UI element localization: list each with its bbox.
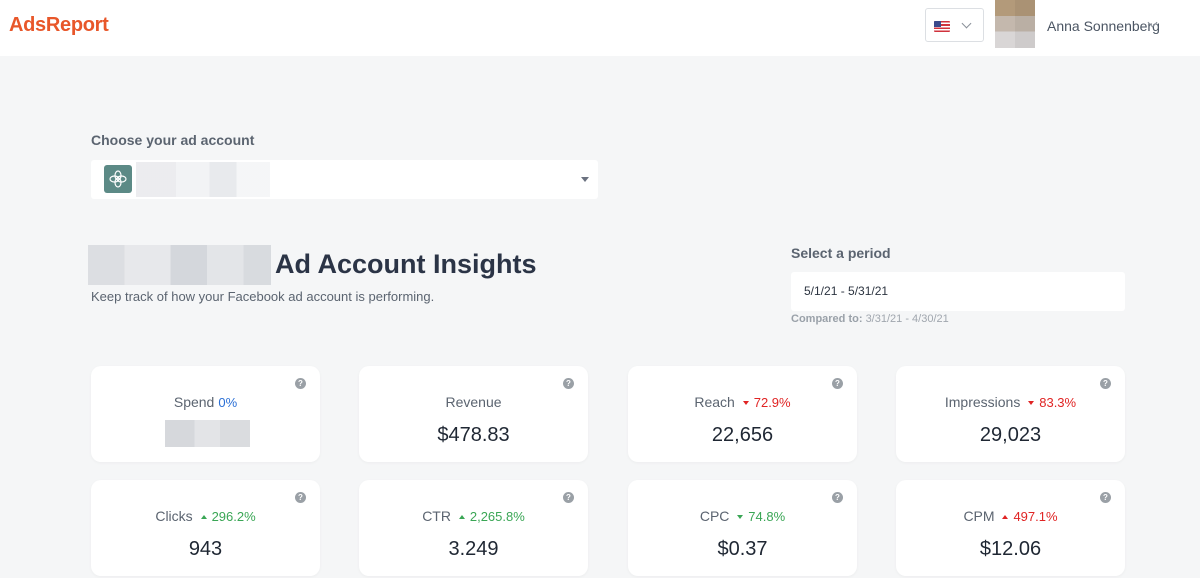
page-title: Ad Account Insights <box>275 249 537 279</box>
metric-name: Reach <box>694 394 735 410</box>
arrow-down-icon <box>742 401 749 405</box>
ad-account-select[interactable] <box>91 160 598 199</box>
redacted-account-name <box>136 162 270 197</box>
metric-name: CPC <box>699 508 730 524</box>
page-subtitle: Keep track of how your Facebook ad accou… <box>91 289 435 304</box>
language-select[interactable] <box>925 8 984 42</box>
metric-change: 296.2% <box>211 509 256 524</box>
metric-change: 72.9% <box>753 395 791 410</box>
metric-card-clicks: ? Clicks 296.2% 943 <box>91 480 320 576</box>
app-logo[interactable]: AdsReport <box>9 14 109 36</box>
metric-value: $0.37 <box>717 538 768 560</box>
metric-change: 83.3% <box>1039 395 1077 410</box>
redacted-metric-value <box>165 420 250 447</box>
arrow-down-icon <box>737 515 744 519</box>
account-leaf-icon <box>104 165 132 193</box>
metric-card-cpc: ? CPC 74.8% $0.37 <box>628 480 857 576</box>
metric-change: 497.1% <box>1013 509 1058 524</box>
metric-name: CTR <box>422 508 451 524</box>
caret-down-icon <box>581 177 589 182</box>
metric-card-reach: ? Reach 72.9% 22,656 <box>628 366 857 462</box>
chevron-down-icon <box>961 18 972 29</box>
user-name[interactable]: Anna Sonnenberg <box>1047 18 1160 34</box>
help-icon[interactable]: ? <box>295 378 306 389</box>
metric-name: Impressions <box>944 394 1021 410</box>
metric-name: Revenue <box>445 394 502 410</box>
help-icon[interactable]: ? <box>563 378 574 389</box>
help-icon[interactable]: ? <box>563 492 574 503</box>
compared-label: Compared to: <box>791 313 863 325</box>
period-label: Select a period <box>791 245 891 261</box>
help-icon[interactable]: ? <box>1100 378 1111 389</box>
account-select-label: Choose your ad account <box>91 132 255 148</box>
period-date-range-input[interactable]: 5/1/21 - 5/31/21 <box>791 272 1125 311</box>
metric-card-cpm: ? CPM 497.1% $12.06 <box>896 480 1125 576</box>
metric-value: $12.06 <box>979 538 1042 560</box>
help-icon[interactable]: ? <box>295 492 306 503</box>
top-bar: AdsReport Anna Sonnenberg <box>0 0 1200 56</box>
metric-value: $478.83 <box>437 424 510 446</box>
metric-change: 74.8% <box>748 509 786 524</box>
metric-name: CPM <box>963 508 995 524</box>
help-icon[interactable]: ? <box>832 492 843 503</box>
help-icon[interactable]: ? <box>832 378 843 389</box>
metric-card-spend: ? Spend 0% <box>91 366 320 462</box>
avatar[interactable] <box>995 0 1035 48</box>
metric-card-revenue: ? Revenue $478.83 <box>359 366 588 462</box>
arrow-up-icon <box>458 515 465 519</box>
metric-change: 2,265.8% <box>469 509 525 524</box>
compared-period: Compared to: 3/31/21 - 4/30/21 <box>791 313 949 325</box>
metric-card-impressions: ? Impressions 83.3% 29,023 <box>896 366 1125 462</box>
metric-name: Clicks <box>155 508 193 524</box>
metric-value: 3.249 <box>448 538 499 560</box>
metric-value: 29,023 <box>979 424 1042 446</box>
metric-card-ctr: ? CTR 2,265.8% 3.249 <box>359 480 588 576</box>
arrow-up-icon <box>1002 515 1009 519</box>
arrow-up-icon <box>200 515 207 519</box>
arrow-down-icon <box>1028 401 1035 405</box>
metric-change: 0% <box>218 395 238 410</box>
help-icon[interactable]: ? <box>1100 492 1111 503</box>
compared-value: 3/31/21 - 4/30/21 <box>865 313 949 325</box>
redacted-account-title <box>88 245 271 285</box>
us-flag-icon <box>934 21 950 32</box>
metric-value: 22,656 <box>711 424 774 446</box>
metric-name: Spend <box>173 394 215 410</box>
metric-value: 943 <box>188 538 223 560</box>
